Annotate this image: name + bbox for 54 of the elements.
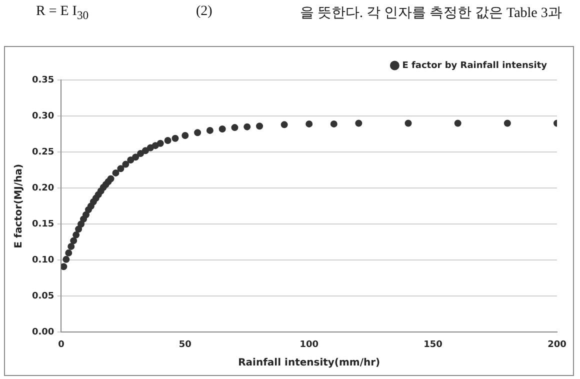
point — [182, 132, 189, 139]
point — [306, 120, 313, 128]
point — [78, 220, 85, 228]
point — [256, 122, 264, 130]
x-tick-label: 100 — [300, 340, 318, 350]
y-tick-label: 0.15 — [32, 219, 54, 230]
point — [172, 134, 179, 142]
text: 을 뜻한다. 각 인자를 측정한 값은 Table 3과 — [300, 5, 562, 22]
point — [72, 231, 80, 238]
point — [404, 120, 412, 127]
legend-label: E factor by Rainfall intensity — [402, 60, 548, 71]
point — [68, 242, 75, 250]
y-axis-title: E factor(MJ/ha) — [14, 164, 25, 248]
x-tick-label: 0 — [58, 340, 64, 350]
point — [152, 142, 159, 150]
point — [117, 165, 124, 172]
point — [70, 237, 78, 244]
point — [75, 226, 82, 233]
point — [61, 263, 68, 270]
point — [142, 147, 149, 154]
point — [330, 120, 338, 128]
point — [156, 140, 164, 147]
point — [244, 123, 251, 130]
y-tick-label: 0.00 — [32, 328, 54, 338]
text: (2) — [196, 4, 212, 20]
y-tick-label: 0.05 — [32, 292, 54, 302]
point — [127, 156, 134, 164]
point — [122, 160, 130, 168]
point — [137, 150, 144, 157]
point — [112, 169, 120, 176]
point — [280, 121, 288, 128]
point — [504, 120, 511, 127]
x-tick-label: 200 — [548, 340, 566, 350]
point — [231, 124, 238, 132]
point — [107, 175, 114, 182]
x-axis-title: Rainfall intensity(mm/hr) — [238, 358, 380, 369]
y-tick-label: 0.20 — [32, 183, 54, 194]
y-tick-label: 0.25 — [32, 147, 54, 158]
point — [355, 120, 362, 127]
point — [65, 249, 72, 256]
y-tick-label: 0.10 — [32, 255, 54, 266]
point — [218, 126, 226, 132]
x-tick-label: 150 — [424, 340, 442, 350]
point — [132, 154, 140, 161]
point — [82, 211, 90, 218]
x-tick-label: 50 — [178, 340, 192, 350]
y-tick-label: 0.30 — [32, 111, 54, 122]
point — [454, 120, 462, 127]
point — [164, 137, 172, 144]
point — [194, 129, 202, 136]
point — [62, 256, 70, 263]
text: R = E I$_{30}$ — [36, 4, 89, 22]
point — [206, 126, 214, 134]
y-tick-label: 0.35 — [32, 75, 54, 86]
